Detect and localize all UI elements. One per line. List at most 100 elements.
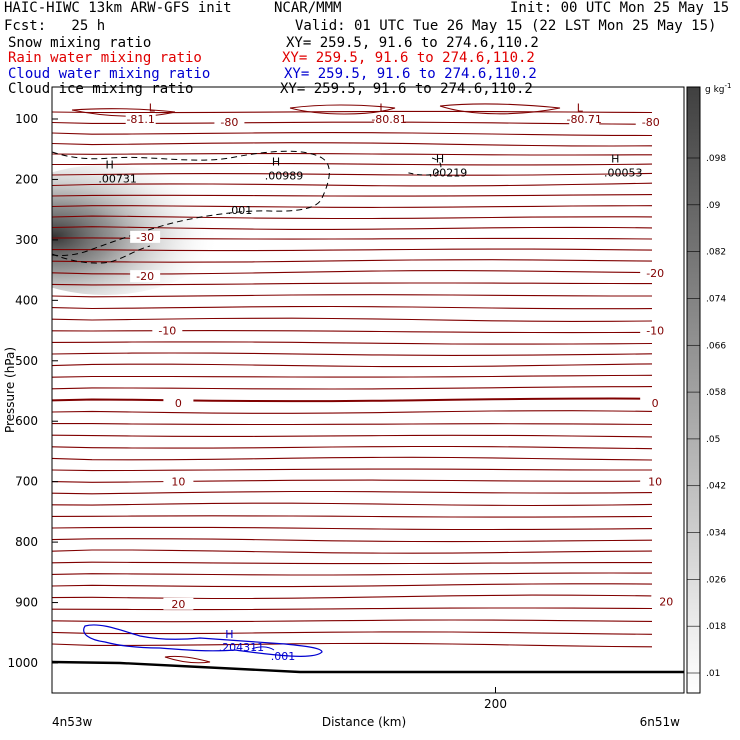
header-title: HAIC-HIWC 13km ARW-GFS init	[4, 0, 232, 16]
contour-label-bg	[569, 113, 600, 125]
ice-max-value: .00219	[429, 166, 468, 179]
temperature-contour-line	[52, 132, 653, 137]
temperature-contour-label: -10	[158, 325, 176, 338]
temperature-contour-line	[52, 619, 653, 623]
colorbar-unit-sup: -1	[725, 82, 732, 90]
cold-cell-right	[439, 103, 561, 115]
contour-label-bg	[640, 475, 671, 488]
ice-contour-right	[404, 157, 442, 176]
colorbar-label: .066	[706, 341, 726, 351]
temperature-contour-line	[52, 594, 653, 600]
temperature-contour-line	[52, 456, 653, 461]
x-axis-label: Distance (km)	[322, 715, 406, 729]
ice-max-value: .00989	[265, 169, 304, 182]
ice-contour-label: .001	[228, 204, 253, 217]
cloud-water-maxima: H.204311	[219, 628, 265, 654]
ice-max-marker: H	[272, 155, 280, 168]
y-tick-label: 800	[15, 535, 38, 549]
field-name-rain: Rain water mixing ratio	[8, 50, 202, 66]
colorbar-label: .098	[706, 154, 726, 164]
header-fcst: Fcst: 25 h	[4, 18, 106, 34]
temperature-contour-label: 0	[652, 397, 659, 410]
contour-label-bg	[152, 324, 183, 337]
field-name-cloud-ice: Cloud ice mixing ratio	[8, 81, 194, 97]
x-left-label: 4n53w	[52, 715, 93, 729]
temperature-contour-line	[52, 410, 653, 414]
colorbar-unit-text: g kg	[705, 85, 725, 95]
temperature-contour-line	[52, 572, 653, 576]
x-tick-label: 200	[484, 697, 507, 711]
temperature-contour-line	[52, 142, 653, 147]
temperature-contour-line	[52, 374, 653, 378]
colorbar	[686, 86, 701, 694]
temperature-contour-label: 10	[171, 476, 185, 489]
colorbar-label: .05	[706, 435, 720, 445]
contour-label-bg	[640, 267, 671, 280]
contour-label-bg	[635, 116, 666, 129]
field-name-cloud-water: Cloud water mixing ratio	[8, 66, 211, 82]
temperature-contour-label: -80	[220, 116, 238, 129]
y-tick-label: 1000	[7, 656, 38, 670]
temperature-contour-line	[52, 445, 653, 450]
temperature-labels: -81.1 -80 -80.81 -80.71 -80 -30 -20 -20 -10 -10 0 0…	[125, 113, 682, 611]
x-right-label: 6n51w	[640, 715, 681, 729]
field-xy-cloud-water: XY= 259.5, 91.6 to 274.6,110.2	[284, 66, 537, 82]
temperature-extremum: L	[149, 102, 156, 115]
temperature-contour-line	[52, 363, 653, 368]
y-tick-label: 500	[15, 354, 38, 368]
y-tick-label: 400	[15, 293, 38, 307]
temperature-contour-line	[52, 305, 653, 310]
temperature-contour-label: -80.71	[566, 113, 601, 126]
contour-label-bg	[130, 270, 161, 283]
ice-max-marker: H	[436, 152, 444, 165]
temperature-contour-line	[52, 172, 653, 176]
cloud-water-contour	[83, 624, 323, 657]
temperature-contour-label: -80	[642, 116, 660, 129]
colorbar-label: .034	[706, 529, 726, 539]
temperature-contour-line	[52, 583, 653, 588]
temperature-contour-line	[52, 490, 653, 495]
temperature-contour-line	[52, 341, 653, 345]
y-tick-label: 300	[15, 233, 38, 247]
cold-cell-mid	[289, 104, 396, 115]
colorbar-label: .058	[706, 388, 726, 398]
colorbar-label: .074	[706, 294, 726, 304]
x-axis: 200	[484, 687, 507, 711]
temperature-contour-line	[52, 607, 653, 611]
temperature-contour-line	[52, 502, 653, 507]
contour-label-bg	[640, 324, 671, 337]
temperature-contour-label: -81.1	[126, 113, 154, 126]
temperature-contour-line	[52, 423, 653, 426]
temperature-contour-line	[52, 205, 653, 208]
header-init: Init: 00 UTC Mon 25 May 15	[510, 0, 730, 16]
y-axis-label: Pressure (hPa)	[3, 347, 17, 433]
contour-label-bg	[125, 113, 156, 125]
temperature-contour-line	[52, 259, 653, 263]
temperature-contour-label: 10	[648, 476, 662, 489]
contour-label-bg	[640, 397, 671, 410]
temperature-contour-line	[52, 317, 653, 322]
temperature-contour-line	[52, 294, 652, 298]
plot-frame	[51, 86, 685, 694]
temperature-contour-line	[52, 526, 653, 531]
header-center: NCAR/MMM	[274, 0, 342, 16]
temperature-contour-line	[52, 282, 653, 286]
temperature-extremum: L	[577, 102, 584, 115]
contour-label-bg	[163, 397, 194, 410]
y-tick-label: 200	[15, 172, 38, 186]
ice-max-marker: H	[611, 152, 619, 165]
ice-max-marker: H	[106, 158, 114, 171]
colorbar-label: .018	[706, 622, 726, 632]
ice-contour-001	[52, 150, 330, 256]
contour-label-bg	[163, 475, 194, 488]
header-valid: Valid: 01 UTC Tue 26 May 15 (22 LST Mon …	[295, 18, 717, 34]
temperature-contour-label: -30	[136, 231, 154, 244]
colorbar-labels: .098 .09 .082 .074 .066 .058 .05 .042 .034 .026 .0…	[687, 154, 726, 679]
ice-max-value: .00053	[604, 166, 643, 179]
colorbar-label: .01	[706, 669, 720, 679]
temperature-contour-line	[52, 215, 653, 220]
temperature-contour-line	[52, 194, 653, 197]
temperature-contour-label: -80.81	[371, 113, 406, 126]
temperature-contour-label: -10	[646, 325, 664, 338]
